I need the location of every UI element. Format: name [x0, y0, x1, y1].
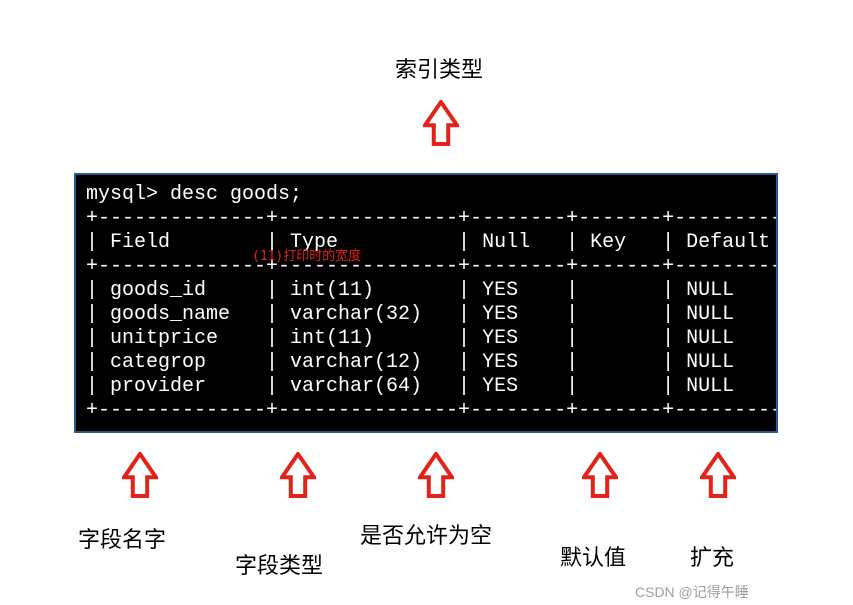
annotation-extra-label: 扩充: [690, 540, 734, 572]
annotation-field-label: 字段名字: [78, 522, 166, 554]
annotation-top-label: 索引类型: [395, 52, 483, 84]
arrow-default: [582, 452, 618, 498]
mysql-terminal: mysql> desc goods; +--------------+-----…: [74, 173, 778, 433]
annotation-default-label: 默认值: [560, 540, 626, 572]
arrow-top: [423, 100, 459, 146]
watermark: CSDN @记得午睡: [635, 582, 749, 602]
arrow-extra: [700, 452, 736, 498]
annotation-null-label: 是否允许为空: [360, 518, 492, 550]
red-note: (11)打印时的宽度: [252, 245, 361, 264]
arrow-field: [122, 452, 158, 498]
arrow-type: [280, 452, 316, 498]
annotation-type-label: 字段类型: [235, 548, 323, 580]
arrow-null: [418, 452, 454, 498]
